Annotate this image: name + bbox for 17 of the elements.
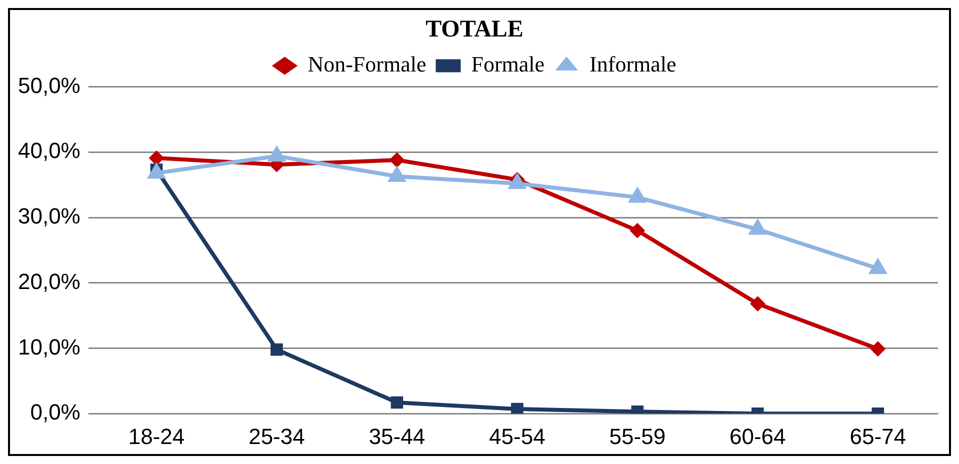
y-tick-label: 30,0% — [18, 204, 80, 229]
y-tick-label: 0,0% — [30, 400, 80, 425]
legend-label: Informale — [590, 52, 676, 77]
legend-label: Non-Formale — [308, 52, 426, 77]
chart-title: TOTALE — [426, 16, 524, 43]
legend-label: Formale — [471, 52, 545, 77]
y-tick-label: 50,0% — [18, 72, 80, 98]
y-tick-label: 20,0% — [18, 268, 80, 294]
x-tick-label: 18-24 — [128, 424, 185, 449]
x-tick-label: 45-54 — [489, 424, 546, 449]
x-tick-label: 60-64 — [730, 424, 786, 449]
y-tick-label: 10,0% — [18, 334, 80, 360]
y-tick-label: 40,0% — [18, 138, 80, 164]
x-tick-label: 65-74 — [850, 424, 906, 449]
x-tick-label: 55-59 — [609, 424, 666, 449]
x-tick-label: 25-34 — [248, 424, 305, 449]
x-tick-label: 35-44 — [368, 424, 426, 449]
